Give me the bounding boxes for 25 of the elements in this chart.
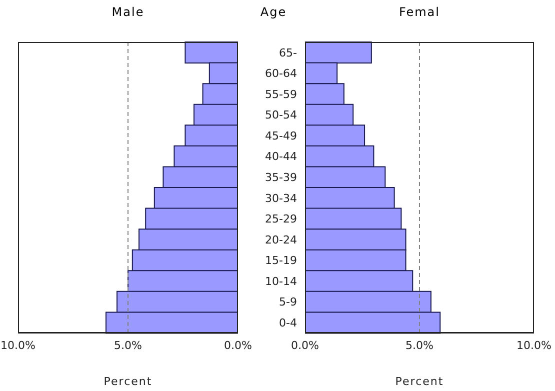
chart-title: Male bbox=[110, 5, 146, 19]
y-tick-label: 30-34 bbox=[265, 192, 297, 205]
y-tick-label: 60-64 bbox=[265, 67, 297, 80]
y-tick-label: 15-19 bbox=[265, 254, 297, 268]
y-tick-label: 25-29 bbox=[265, 212, 297, 226]
chart-title: Femal bbox=[398, 5, 441, 19]
x-axis-title: Percent bbox=[395, 375, 444, 388]
x-tick-label: 5.0% bbox=[114, 338, 142, 352]
y-tick-label: 20-24 bbox=[265, 233, 297, 246]
y-tick-label: 0-4 bbox=[279, 316, 297, 330]
x-axis-title: Percent bbox=[104, 375, 152, 388]
y-tick-label: 5-9 bbox=[279, 296, 297, 309]
y-tick-label: 55-59 bbox=[265, 88, 297, 101]
y-tick-label: 45-49 bbox=[265, 129, 297, 142]
y-axis-title: Age bbox=[259, 5, 288, 19]
x-tick-label: 0.0% bbox=[224, 338, 252, 352]
x-tick-label: 10.0% bbox=[516, 338, 552, 352]
y-tick-label: 10-14 bbox=[265, 274, 297, 288]
y-tick-label: 40-44 bbox=[265, 150, 297, 164]
x-tick-label: 5.0% bbox=[406, 338, 434, 352]
x-tick-label: 10.0% bbox=[0, 338, 36, 352]
y-tick-label: 35-39 bbox=[265, 171, 297, 184]
x-tick-label: 0.0% bbox=[291, 338, 319, 352]
y-tick-label: 65- bbox=[279, 46, 298, 60]
y-tick-label: 50-54 bbox=[265, 108, 297, 122]
